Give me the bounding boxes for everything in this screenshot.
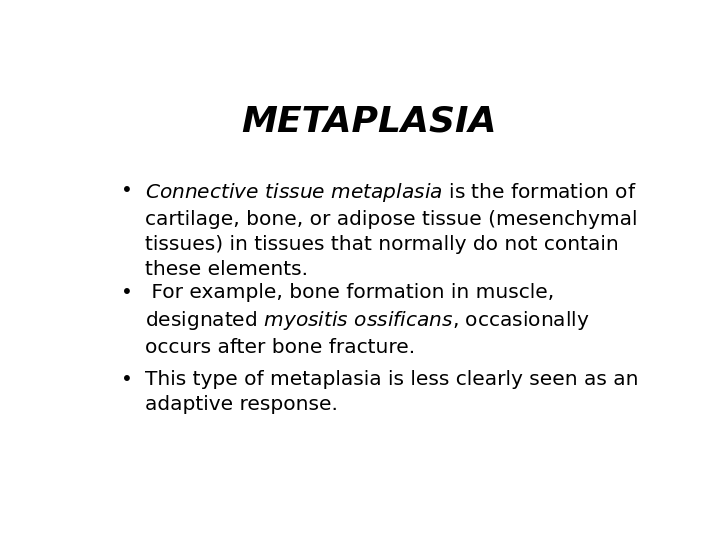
Text: •: • bbox=[121, 370, 132, 389]
Text: $\it{Connective\ tissue\ metaplasia}$ is the formation of
cartilage, bone, or ad: $\it{Connective\ tissue\ metaplasia}$ is… bbox=[145, 181, 637, 279]
Text: This type of metaplasia is less clearly seen as an
adaptive response.: This type of metaplasia is less clearly … bbox=[145, 370, 638, 414]
Text: For example, bone formation in muscle,
designated $\it{myositis\ ossificans}$, o: For example, bone formation in muscle, d… bbox=[145, 283, 590, 357]
Text: METAPLASIA: METAPLASIA bbox=[241, 104, 497, 138]
Text: •: • bbox=[121, 181, 132, 200]
Text: •: • bbox=[121, 283, 132, 302]
